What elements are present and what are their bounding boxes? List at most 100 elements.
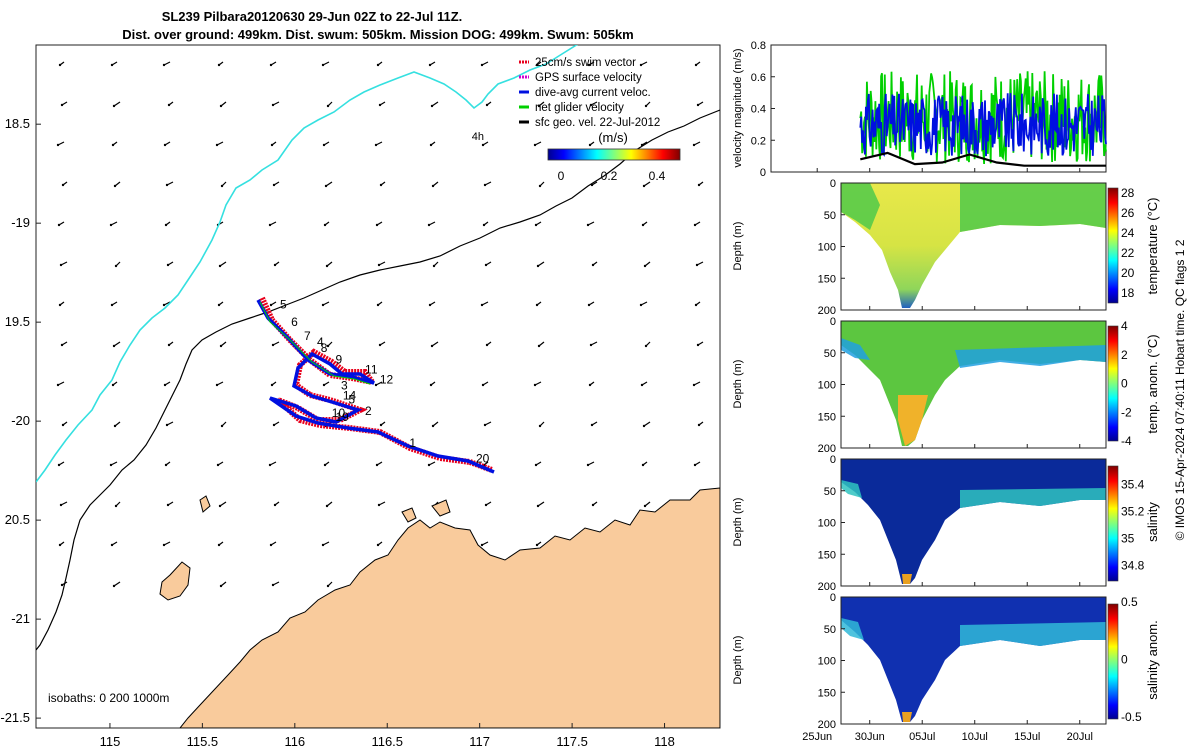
glider-track — [256, 296, 495, 474]
current-arrow-head — [590, 423, 594, 427]
figure-subtitle: Dist. over ground: 499km. Dist. swum: 50… — [122, 27, 634, 42]
current-arrow-head — [219, 344, 223, 348]
salinity-anomaly-panel: 0 50 100 150 200 Depth (m) 0.5 0 -0.5 salinity… — [732, 592, 1160, 731]
depth-tick-label: 100 — [818, 656, 836, 668]
current-arrow-head — [269, 543, 273, 547]
current-arrow-head — [163, 143, 167, 147]
colorbar-tick-label: 4 — [1121, 319, 1128, 333]
temp-anomaly-warm-core — [898, 395, 928, 446]
current-arrow-head — [642, 184, 646, 188]
colorbar-tick-label: 20 — [1121, 266, 1135, 280]
track-day-label: 9 — [335, 353, 342, 367]
current-arrow-head — [164, 223, 168, 227]
current-arrow-head — [110, 63, 114, 67]
current-arrow-head — [323, 463, 327, 467]
salinity-anomaly-colorbar — [1107, 603, 1119, 720]
current-arrow-head — [428, 303, 432, 307]
current-arrow-head — [481, 143, 485, 147]
track-day-label: 3 — [341, 378, 348, 392]
current-arrow-head — [696, 103, 700, 107]
depth-tick-label: 150 — [818, 687, 836, 699]
track-day-label: 4 — [317, 335, 324, 349]
current-arrow — [113, 581, 121, 587]
map-colorbar: 4h (m/s) 0 0.2 0.4 — [472, 130, 681, 183]
current-arrow-head — [483, 423, 487, 427]
current-arrow-head — [696, 343, 700, 347]
colorbar-tick-label: 34.8 — [1121, 558, 1145, 572]
depth-tick-label: 50 — [824, 486, 836, 498]
current-arrow-head — [484, 503, 488, 507]
current-arrow — [643, 421, 651, 427]
current-arrow-head — [374, 143, 378, 147]
current-arrow-head — [643, 504, 647, 508]
salinity-panel: 0 50 100 150 200 Depth (m) 35.4 35.2 35 34.8 sa… — [732, 454, 1160, 593]
current-arrow-head — [430, 344, 434, 348]
track-day-label: 11 — [365, 363, 378, 377]
current-arrow-head — [694, 63, 698, 67]
series-dive-avg — [859, 93, 1107, 157]
colorbar-tick-label: 35.4 — [1121, 477, 1145, 491]
current-arrow-head — [215, 143, 219, 147]
current-arrow-head — [536, 504, 540, 508]
time-series-panels: 0 0.2 0.4 0.6 0.8 velocity magnitude (m/s) 0… — [732, 40, 1160, 743]
current-arrow-head — [427, 223, 431, 227]
temp-anomaly-y-ticks: 0 50 100 150 200 — [818, 316, 845, 455]
current-arrow-head — [59, 263, 63, 267]
colorbar-tick: 0 — [558, 169, 565, 183]
current-arrow-head — [114, 504, 118, 508]
temp-anomaly-colorbar-ticks: 4 2 0 -2 -4 — [1121, 319, 1132, 448]
current-arrow-head — [220, 184, 224, 188]
current-arrow-head — [270, 143, 274, 147]
depth-tick-label: 150 — [818, 411, 836, 423]
depth-tick-label: 0 — [830, 454, 836, 466]
lat-tick-label: 20.5 — [5, 512, 30, 527]
current-arrow-head — [483, 183, 487, 187]
time-tick-label: 05Jul — [909, 731, 935, 743]
current-arrow-head — [480, 543, 484, 547]
current-arrow — [113, 341, 121, 347]
current-arrow-head — [268, 223, 272, 227]
lon-tick-label: 115.5 — [187, 734, 219, 749]
current-arrow-head — [164, 463, 168, 467]
velocity-y-tick: 0.6 — [751, 72, 766, 84]
lat-tick-label: -21.5 — [0, 710, 30, 725]
current-arrow — [325, 181, 333, 187]
current-arrow-head — [428, 63, 432, 67]
current-arrow-head — [57, 463, 61, 467]
current-arrow-head — [535, 303, 539, 307]
current-arrow-head — [537, 344, 541, 348]
depth-tick-label: 200 — [818, 581, 836, 593]
depth-tick-label: 200 — [818, 443, 836, 455]
current-arrow-head — [482, 223, 486, 227]
current-arrow-head — [272, 183, 276, 187]
current-arrow-head — [378, 103, 382, 107]
salinity-anomaly-ylabel: Depth (m) — [732, 636, 744, 685]
current-arrow-head — [167, 103, 171, 107]
current-arrow-head — [162, 63, 166, 67]
current-arrow-head — [639, 63, 643, 67]
track-day-label: 7 — [304, 329, 311, 343]
depth-tick-label: 0 — [830, 592, 836, 604]
current-arrow — [431, 341, 439, 347]
legend-entry: 25cm/s swim vector — [535, 57, 636, 69]
current-arrow-head — [378, 343, 382, 347]
current-arrow-head — [58, 543, 62, 547]
current-arrow-head — [694, 303, 698, 307]
current-arrow-head — [379, 183, 383, 187]
current-arrow-head — [162, 303, 166, 307]
current-arrow-head — [270, 383, 274, 387]
current-arrow-head — [644, 344, 648, 348]
current-arrow-head — [112, 104, 116, 108]
current-arrow-head — [533, 383, 537, 387]
current-arrow-head — [589, 343, 593, 347]
current-arrow — [113, 101, 121, 107]
current-arrow-head — [379, 423, 383, 427]
current-arrow-head — [165, 183, 169, 187]
colorbar-tick-label: 28 — [1121, 186, 1135, 200]
current-arrow-head — [273, 503, 277, 507]
current-arrow-head — [480, 303, 484, 307]
salinity-colorbar-ticks: 35.4 35.2 35 34.8 — [1121, 477, 1145, 572]
current-arrow-head — [587, 303, 591, 307]
